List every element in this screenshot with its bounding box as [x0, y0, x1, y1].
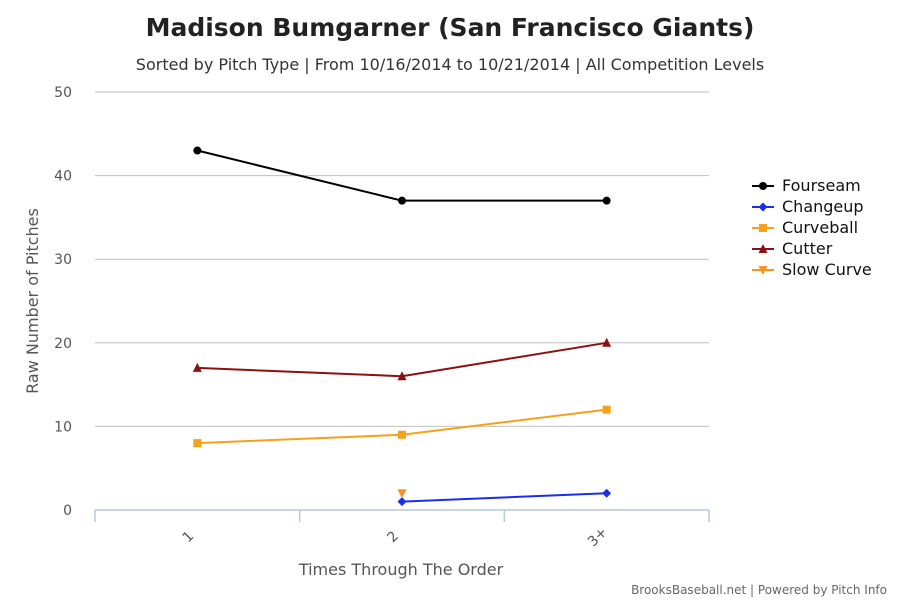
- data-point-fourseam: [193, 146, 202, 155]
- legend-marker: [758, 266, 768, 275]
- y-tick-label: 20: [54, 336, 72, 352]
- data-point-cutter: [192, 362, 202, 372]
- legend-label: Cutter: [782, 239, 833, 258]
- chart-credits: BrooksBaseball.net | Powered by Pitch In…: [631, 583, 887, 597]
- series-curveball: [193, 405, 611, 448]
- x-tick-label: 3+: [585, 524, 611, 550]
- series-fourseam: [193, 146, 611, 205]
- legend-label: Curveball: [782, 218, 858, 237]
- data-point-changeup: [602, 488, 612, 498]
- x-tick-label: 2: [384, 528, 402, 546]
- data-point-slow-curve: [397, 489, 407, 499]
- legend-marker: [758, 202, 768, 212]
- chart-title: Madison Bumgarner (San Francisco Giants): [146, 13, 755, 42]
- y-tick-label: 10: [54, 419, 72, 435]
- legend-item-fourseam[interactable]: Fourseam: [752, 176, 861, 195]
- series-cutter: [192, 337, 612, 381]
- legend-label: Fourseam: [782, 176, 861, 195]
- y-tick-label: 40: [54, 169, 72, 185]
- legend-item-changeup[interactable]: Changeup: [752, 197, 864, 216]
- y-tick-label: 0: [63, 503, 72, 519]
- legend-item-slow-curve[interactable]: Slow Curve: [752, 260, 872, 279]
- series-line-cutter: [197, 341, 607, 378]
- series-line-changeup: [401, 492, 607, 503]
- y-axis-title: Raw Number of Pitches: [23, 208, 42, 394]
- chart-subtitle: Sorted by Pitch Type | From 10/16/2014 t…: [136, 55, 764, 74]
- y-axis-ticks: 0 10 20 30 40 50: [54, 85, 72, 519]
- legend-marker: [758, 244, 768, 253]
- plot-series: [192, 146, 612, 507]
- data-point-changeup: [397, 497, 407, 507]
- data-point-curveball: [602, 405, 611, 414]
- x-tick-label: 1: [180, 528, 198, 546]
- x-axis-title: Times Through The Order: [298, 560, 504, 579]
- legend-item-cutter[interactable]: Cutter: [752, 239, 833, 258]
- legend-marker: [759, 182, 767, 190]
- x-axis: 1 2 3+: [94, 509, 710, 550]
- data-point-fourseam: [602, 196, 611, 205]
- data-point-curveball: [193, 439, 202, 448]
- data-point-cutter: [602, 337, 612, 347]
- series-slow-curve: [397, 489, 407, 499]
- y-tick-label: 50: [54, 85, 72, 101]
- legend-label: Changeup: [782, 197, 864, 216]
- legend-label: Slow Curve: [782, 260, 872, 279]
- legend-item-curveball[interactable]: Curveball: [752, 218, 858, 237]
- data-point-curveball: [398, 430, 406, 439]
- legend-marker: [759, 224, 767, 232]
- y-tick-label: 30: [54, 252, 72, 268]
- series-changeup: [397, 488, 612, 507]
- data-point-cutter: [397, 371, 407, 381]
- data-point-fourseam: [398, 196, 406, 205]
- legend: Fourseam Changeup Curveball Cutter Slow Curv…: [752, 176, 872, 279]
